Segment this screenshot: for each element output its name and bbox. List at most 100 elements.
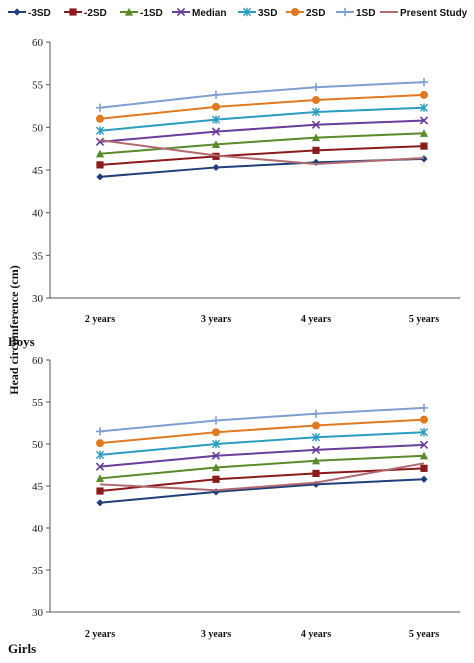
x-tick-label: 5 years	[409, 314, 439, 325]
y-tick-label: 60	[32, 355, 44, 367]
panel-label: Boys	[8, 334, 35, 349]
series-1sd	[95, 403, 429, 436]
data-point	[212, 475, 220, 483]
x-tick-label: 2 years	[85, 314, 115, 325]
data-point	[311, 456, 321, 465]
legend: -3SD -2SD -1SD Median 3SD 2SD 1SD Present Study	[8, 7, 468, 19]
series-line-2sd	[99, 418, 425, 445]
legend-label: 3SD	[258, 8, 277, 19]
y-tick-label: 30	[32, 293, 44, 305]
data-point	[419, 78, 429, 87]
legend-label: Median	[192, 8, 226, 19]
series-2sd	[96, 90, 428, 123]
data-point	[211, 140, 221, 148]
data-point	[419, 116, 429, 125]
series-3sd	[96, 475, 428, 507]
x-tick-label: 3 years	[201, 314, 231, 325]
data-point	[420, 475, 428, 483]
data-point	[96, 161, 104, 169]
y-tick-label: 45	[32, 165, 44, 177]
x-tick-label: 4 years	[301, 629, 331, 640]
data-point	[95, 462, 105, 471]
series-line-3sd	[99, 106, 425, 132]
data-point	[419, 440, 429, 450]
panel-label: Girls	[8, 641, 36, 656]
legend-item-1sd: 1SD	[336, 7, 375, 19]
y-tick-label: 40	[32, 523, 44, 535]
data-point	[311, 83, 321, 92]
series-line-2sd	[99, 93, 425, 120]
y-tick-label: 55	[32, 80, 44, 92]
y-tick-label: 50	[32, 439, 44, 451]
series-3sd	[95, 428, 429, 460]
series-line-1sd	[99, 132, 425, 155]
legend-item-3sd: 3SD	[238, 7, 277, 19]
y-tick-label: 35	[32, 250, 44, 262]
series-line-1sd	[99, 81, 425, 109]
data-point	[311, 133, 321, 142]
data-point	[211, 416, 221, 425]
series-present-study	[99, 139, 425, 166]
series-line-2sd	[99, 145, 425, 166]
series-line-1sd	[99, 406, 425, 433]
data-point	[312, 421, 320, 430]
data-point	[96, 114, 104, 123]
data-point	[420, 415, 428, 424]
data-point	[95, 126, 105, 135]
data-point	[311, 409, 321, 418]
data-point	[212, 428, 220, 437]
series-line-1sd	[99, 454, 425, 480]
data-point	[312, 469, 320, 477]
y-tick-label: 35	[32, 565, 44, 577]
legend-marker	[69, 8, 77, 16]
data-point	[419, 451, 429, 460]
legend-label: -1SD	[140, 8, 163, 19]
series-1sd	[95, 78, 429, 112]
legend-marker	[13, 8, 21, 16]
series-present-study	[99, 462, 425, 492]
data-point	[211, 463, 221, 472]
series-line-3sd	[99, 431, 425, 456]
y-tick-label: 60	[32, 37, 44, 49]
data-point	[212, 163, 220, 172]
legend-item-1sd: -1SD	[120, 7, 163, 19]
data-point	[311, 120, 321, 129]
data-point	[96, 439, 104, 448]
legend-marker	[340, 7, 350, 17]
series-2sd	[96, 464, 428, 495]
data-point	[96, 499, 104, 507]
legend-label: Present Study	[400, 8, 468, 19]
y-tick-label: 45	[32, 481, 44, 493]
y-tick-label: 55	[32, 397, 44, 409]
boys-chart: 30 35 40 45 50 55 60 2 years 3 years 4 years 5 yea…	[8, 37, 460, 349]
data-point	[211, 127, 221, 136]
data-point	[95, 137, 105, 147]
data-point	[95, 149, 105, 158]
series-1sd	[95, 451, 429, 483]
data-point	[419, 103, 429, 112]
legend-marker	[242, 7, 252, 17]
legend-item-median: Median	[172, 7, 226, 19]
y-axis-label: Head circumference (cm)	[7, 265, 21, 395]
data-point	[312, 146, 320, 154]
data-point	[211, 451, 221, 460]
data-point	[311, 445, 321, 455]
girls-chart: 30 35 40 45 50 55 60 2 years 3 years 4 years 5 yea…	[8, 355, 460, 656]
data-point	[419, 403, 429, 412]
series-line-3sd	[99, 478, 425, 504]
data-point	[211, 115, 221, 124]
series-line-2sd	[99, 467, 425, 493]
legend-label: -2SD	[84, 8, 107, 19]
data-point	[95, 103, 105, 112]
series-line-present-study	[99, 462, 425, 492]
legend-item-2sd: 2SD	[286, 8, 325, 19]
y-tick-label: 50	[32, 122, 44, 134]
x-tick-label: 2 years	[85, 629, 115, 640]
x-tick-label: 5 years	[409, 629, 439, 640]
legend-marker	[124, 7, 134, 16]
series-median	[95, 116, 429, 147]
legend-label: 2SD	[306, 8, 325, 19]
series-median	[95, 440, 429, 471]
data-point	[312, 96, 320, 105]
legend-label: 1SD	[356, 8, 375, 19]
